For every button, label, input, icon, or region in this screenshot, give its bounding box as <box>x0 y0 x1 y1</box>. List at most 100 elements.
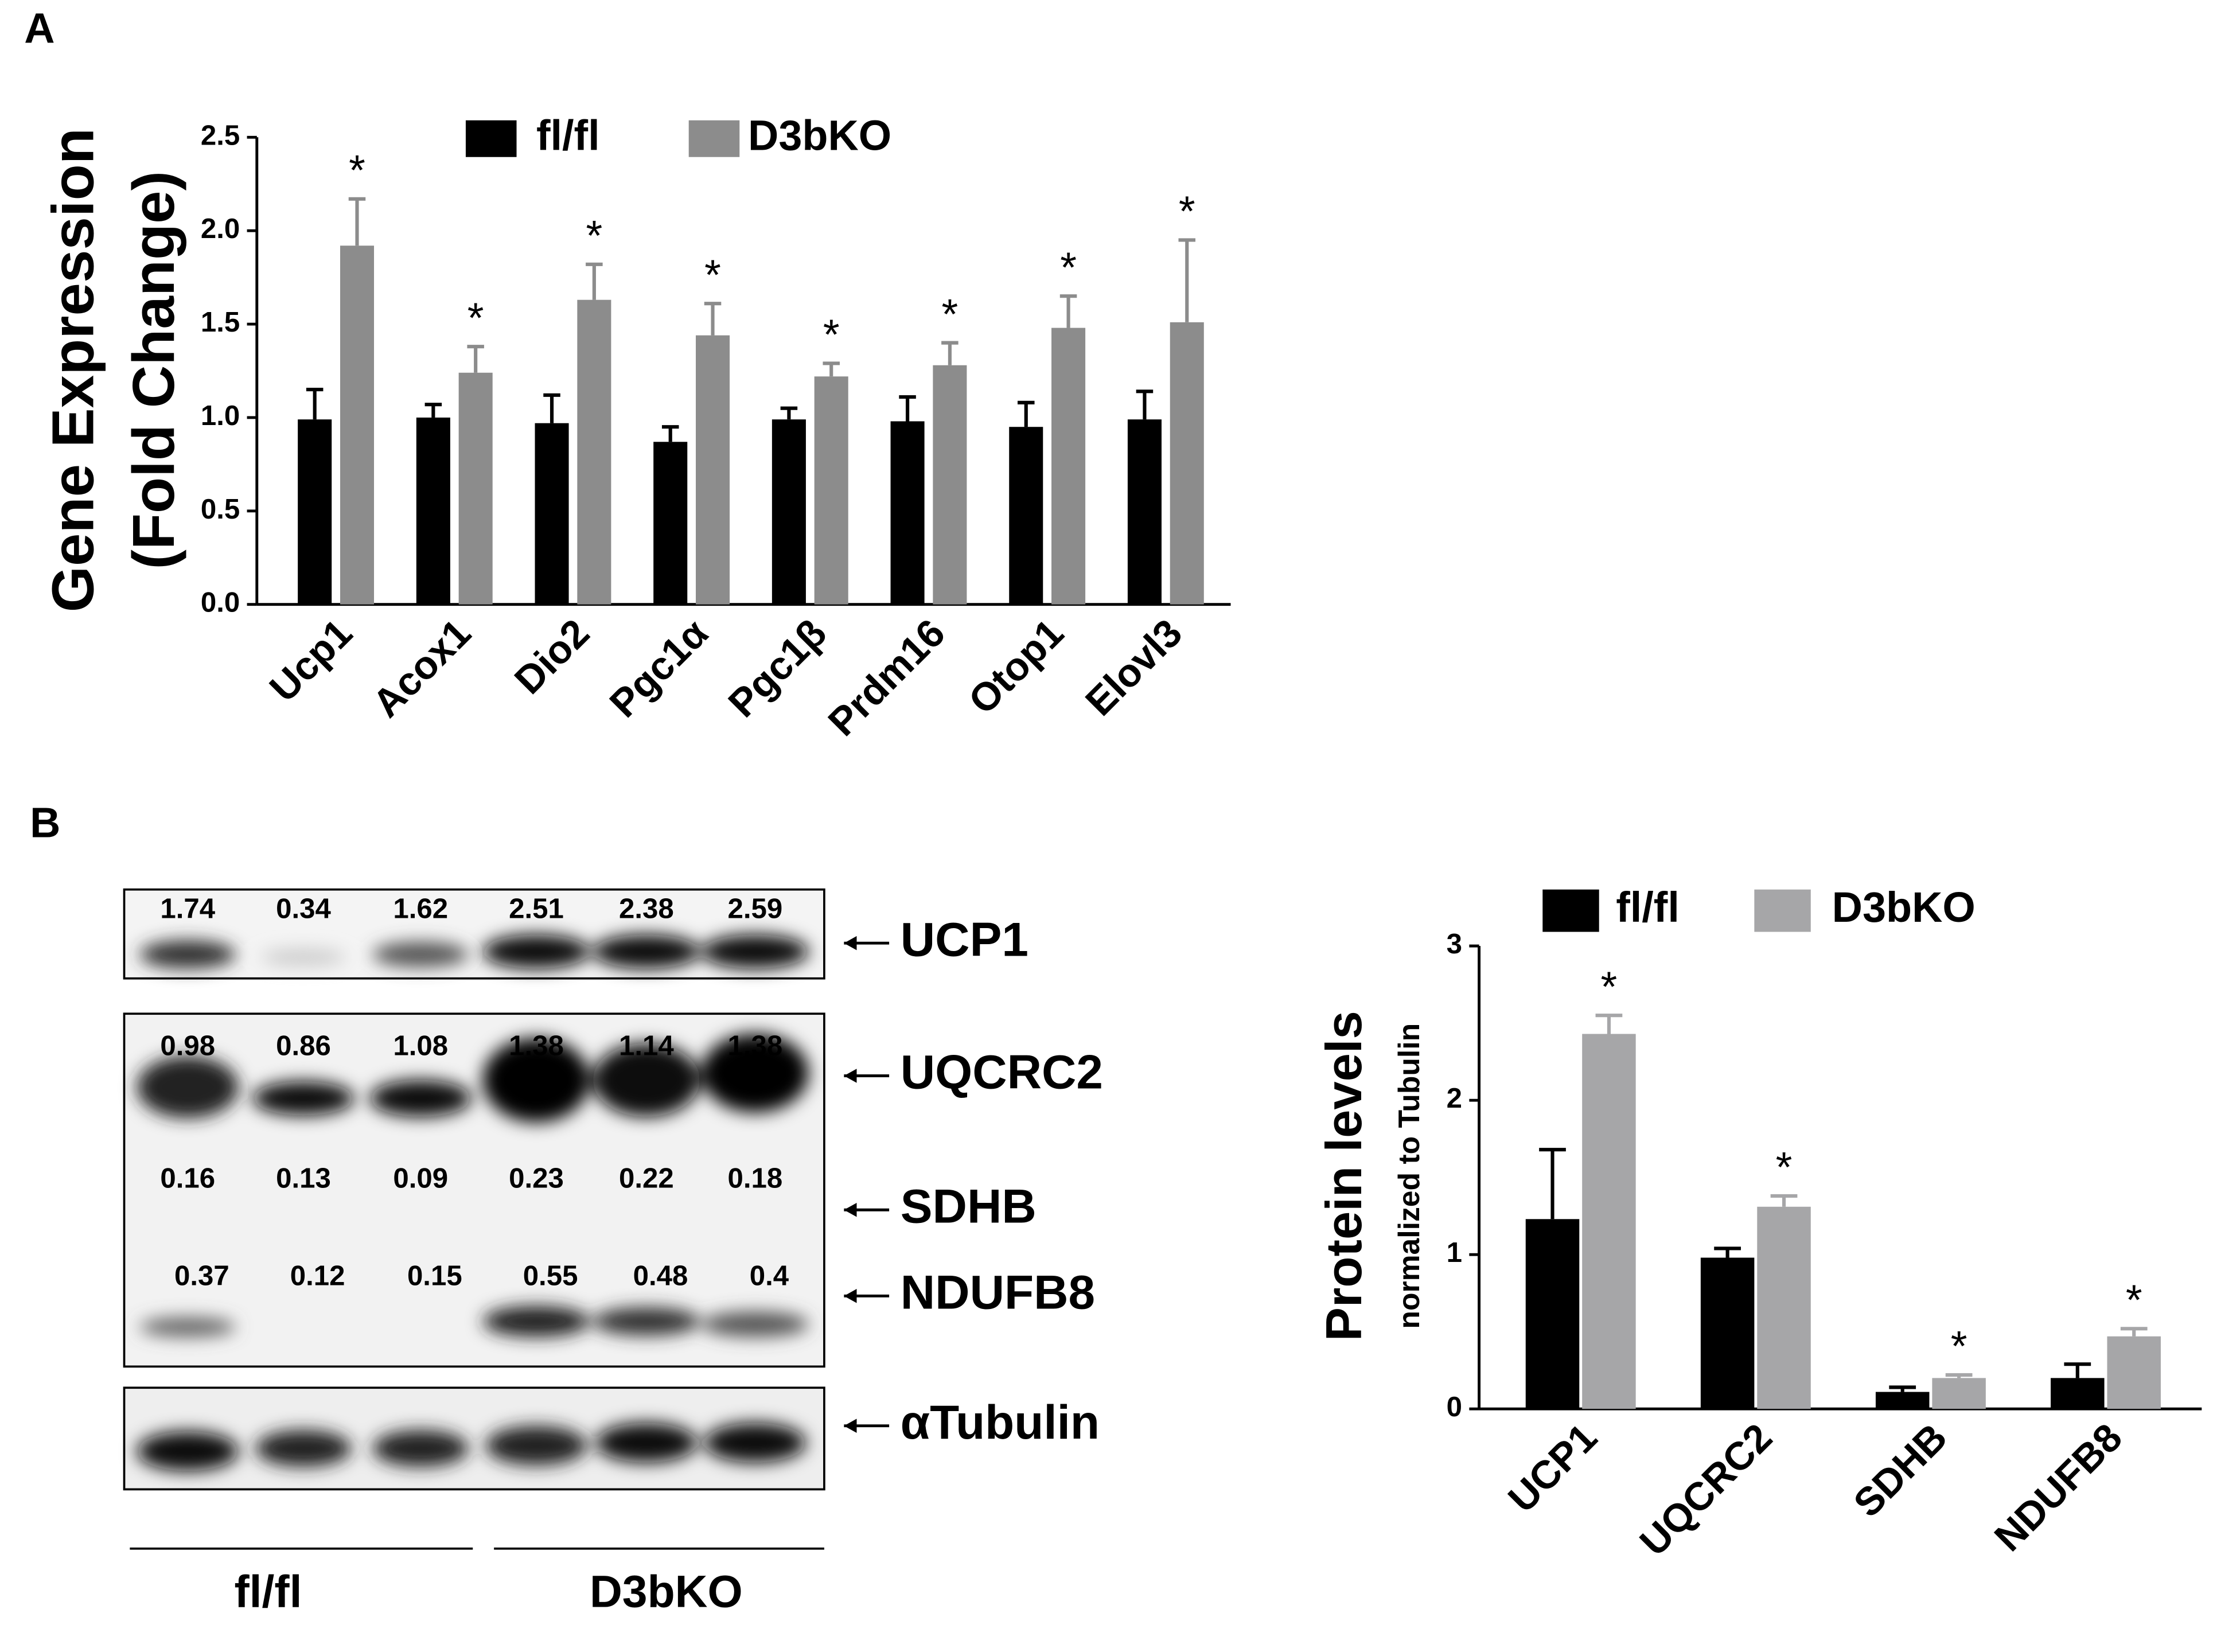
band <box>482 1306 590 1337</box>
band-quantification: 0.22 <box>619 1163 674 1194</box>
bar <box>1051 328 1086 605</box>
band <box>137 1056 239 1119</box>
legend-swatch <box>1542 889 1599 932</box>
band-quantification: 2.51 <box>509 893 564 925</box>
legend-swatch <box>1754 889 1811 932</box>
legend-label: fl/fl <box>536 111 600 159</box>
blot-frame <box>123 888 825 980</box>
band <box>372 941 469 968</box>
significance-mark: * <box>823 311 840 359</box>
arrow-head <box>844 1202 857 1217</box>
band <box>482 1038 590 1123</box>
x-tick-label: Otop1 <box>960 611 1072 723</box>
arrow-head <box>844 1069 857 1083</box>
band-quantification: 0.18 <box>727 1163 782 1194</box>
protein-label: UCP1 <box>901 912 1028 966</box>
band-quantification: 1.38 <box>727 1030 782 1061</box>
y-tick-label: 0 <box>1447 1391 1462 1423</box>
x-tick-label: Dio2 <box>506 611 598 703</box>
band-quantification: 0.55 <box>523 1260 578 1291</box>
significance-mark: * <box>1179 188 1195 235</box>
y-axis-label: Gene Expression <box>40 128 106 612</box>
bar <box>458 372 493 605</box>
band-quantification: 0.13 <box>276 1163 331 1194</box>
protein-label: SDHB <box>901 1179 1037 1233</box>
x-tick-label: Ucp1 <box>261 611 361 711</box>
bar <box>535 423 569 605</box>
y-tick-label: 0.5 <box>201 493 240 525</box>
bar <box>696 335 730 605</box>
legend-swatch <box>688 120 740 157</box>
bar <box>814 376 848 605</box>
band-quantification: 1.74 <box>160 893 215 925</box>
x-tick-label: Pgc1β <box>720 611 835 726</box>
y-axis-label: (Fold Change) <box>120 171 186 569</box>
band <box>137 1431 239 1471</box>
significance-mark: * <box>349 146 365 194</box>
x-tick-label: SDHB <box>1845 1415 1955 1525</box>
x-tick-label: UCP1 <box>1500 1415 1606 1521</box>
bar <box>1582 1034 1636 1409</box>
band-quantification: 1.38 <box>509 1030 564 1061</box>
bar <box>1170 322 1204 605</box>
x-tick-label: NDUFB8 <box>1986 1415 2130 1560</box>
bar <box>416 417 450 605</box>
band-quantification: 0.15 <box>407 1260 462 1291</box>
bar <box>1757 1206 1811 1409</box>
band-quantification: 2.38 <box>619 893 674 925</box>
arrow-head <box>844 1419 857 1433</box>
group-label: fl/fl <box>234 1567 302 1617</box>
band-quantification: 2.59 <box>727 893 782 925</box>
band <box>595 1423 698 1463</box>
band-quantification: 0.09 <box>393 1163 448 1194</box>
band-quantification: 0.48 <box>633 1260 688 1291</box>
band-quantification: 0.34 <box>276 893 331 925</box>
group-label: D3bKO <box>590 1567 743 1617</box>
band-quantification: 0.86 <box>276 1030 331 1061</box>
band-quantification: 1.08 <box>393 1030 448 1061</box>
significance-mark: * <box>1060 243 1077 291</box>
y-tick-label: 1.5 <box>201 306 240 338</box>
band <box>261 949 346 966</box>
arrow-head <box>844 936 857 950</box>
bands <box>137 934 809 1471</box>
band <box>255 1430 352 1467</box>
legend-swatch <box>465 120 517 157</box>
bar <box>772 419 806 605</box>
band <box>701 934 809 969</box>
bar <box>577 299 611 605</box>
band-quantification: 0.16 <box>160 1163 215 1194</box>
significance-mark: * <box>1776 1143 1793 1191</box>
bar <box>653 442 688 605</box>
significance-mark: * <box>2126 1276 2142 1323</box>
bar <box>1932 1378 1986 1409</box>
band <box>701 1033 809 1113</box>
y-axis-label: Protein levels <box>1315 1011 1372 1341</box>
y-tick-label: 2.5 <box>201 119 240 151</box>
band <box>369 1080 472 1117</box>
protein-label: αTubulin <box>901 1395 1100 1449</box>
band <box>593 1307 700 1336</box>
band <box>372 1430 469 1467</box>
panel-label: A <box>24 4 54 52</box>
band-quantification: 1.62 <box>393 893 448 925</box>
x-tick-label: Prdm16 <box>820 611 953 745</box>
x-tick-label: Elovl3 <box>1077 611 1191 724</box>
band-quantification: 0.12 <box>290 1260 345 1291</box>
y-tick-label: 1.0 <box>201 400 240 431</box>
bar <box>340 246 375 605</box>
y-tick-label: 1 <box>1447 1237 1462 1268</box>
bar <box>1525 1219 1580 1409</box>
significance-mark: * <box>704 251 721 298</box>
bar <box>298 419 332 605</box>
band-quantification: 0.98 <box>160 1030 215 1061</box>
significance-mark: * <box>1951 1322 1967 1370</box>
band <box>482 934 590 969</box>
y-axis-label: normalized to Tubulin <box>1392 1023 1425 1329</box>
protein-label: NDUFB8 <box>901 1265 1095 1319</box>
y-tick-label: 0.0 <box>201 587 240 618</box>
significance-mark: * <box>467 294 484 341</box>
bar <box>2051 1378 2105 1409</box>
